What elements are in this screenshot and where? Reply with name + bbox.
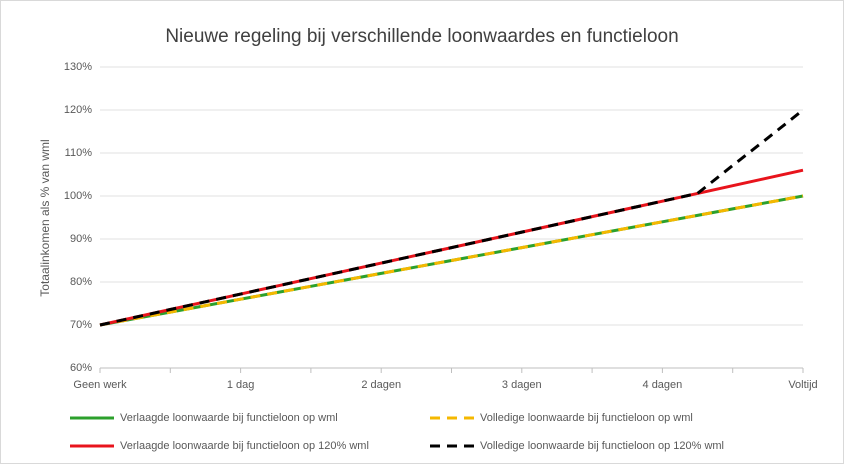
y-tick-label: 130% bbox=[64, 61, 92, 73]
x-tick-label: Geen werk bbox=[73, 379, 127, 391]
series-line bbox=[99, 108, 804, 327]
y-tick-label: 80% bbox=[70, 276, 92, 288]
y-tick-label: 120% bbox=[64, 104, 92, 116]
series-line bbox=[99, 194, 804, 327]
legend-label: Verlaagde loonwaarde bij functieloon op … bbox=[120, 440, 369, 452]
y-axis-label: Totaalinkomen als % van wml bbox=[38, 139, 52, 296]
y-tick-label: 110% bbox=[65, 147, 93, 159]
chart-title: Nieuwe regeling bij verschillende loonwa… bbox=[165, 26, 678, 47]
x-tick-label: 2 dagen bbox=[361, 379, 401, 391]
x-tick-label: 1 dag bbox=[227, 379, 255, 391]
y-tick-label: 90% bbox=[70, 233, 92, 245]
legend-label: Volledige loonwaarde bij functieloon op … bbox=[480, 440, 724, 452]
y-tick-label: 70% bbox=[70, 319, 92, 331]
y-tick-label: 60% bbox=[70, 362, 92, 374]
legend-label: Volledige loonwaarde bij functieloon op … bbox=[480, 412, 693, 424]
y-tick-label: 100% bbox=[64, 190, 92, 202]
legend-label: Verlaagde loonwaarde bij functieloon op … bbox=[120, 412, 338, 424]
x-tick-label: Voltijd bbox=[788, 379, 817, 391]
x-tick-label: 3 dagen bbox=[502, 379, 542, 391]
x-tick-label: 4 dagen bbox=[643, 379, 683, 391]
